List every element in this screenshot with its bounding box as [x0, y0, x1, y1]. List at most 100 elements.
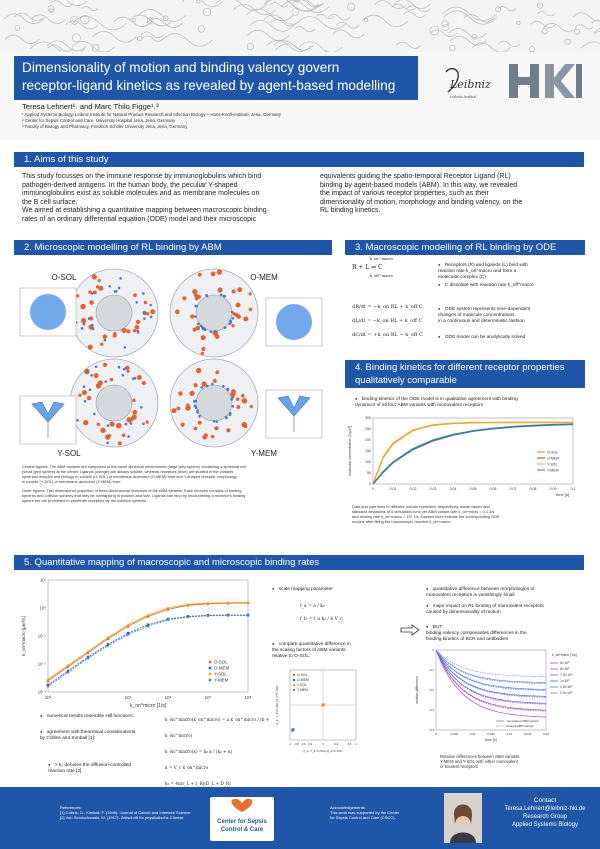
receptor [117, 365, 121, 369]
receptor [231, 396, 235, 399]
pattern-ring [347, 2, 356, 11]
ligand [217, 287, 223, 293]
receptor [195, 304, 199, 308]
footer: References: [1] Collins, G., Kimball, F.… [0, 787, 600, 849]
ligand [109, 421, 115, 427]
receptor-projection [30, 294, 66, 330]
legend-label: bivalent ABM variant [506, 724, 534, 728]
sepsis-logo-text: Center for Sepsis Control & Care [210, 818, 274, 834]
pattern-squiggle [394, 0, 431, 9]
ligand [201, 381, 207, 387]
title-line-2: receptor-ligand kinetics as revealed by … [22, 78, 396, 93]
ligand [92, 290, 97, 295]
receptor [119, 277, 122, 280]
sec4-bullet: binding kinetics of the ODE model is in … [355, 396, 585, 409]
sec5-mid-bullet-1: scale mapping parameter [272, 586, 412, 593]
ligand [190, 314, 195, 319]
ligand [93, 373, 99, 379]
ligand [243, 424, 248, 429]
ligand [243, 316, 249, 322]
pattern-squiggle [3, 13, 44, 25]
pattern-ring [574, 28, 580, 35]
pattern-ring [80, 15, 90, 25]
data-point [226, 613, 230, 618]
ligand [197, 272, 202, 277]
receptor [108, 284, 112, 288]
x-axis-label: (f_a - f_a^O-SOL)/f_a^O-SOL [303, 749, 343, 753]
affiliation-2: ² Center for Sepsis Control and Care, Un… [22, 118, 176, 123]
pattern-squiggle [71, 41, 115, 52]
leibniz-logo: Leibniz Leibniz-Institut [440, 62, 495, 102]
ligand [178, 391, 183, 396]
abm-figure: O-SOL O-MEM Y-SOL Y-MEM [19, 268, 323, 458]
receptor [229, 320, 233, 324]
ligand [97, 279, 101, 283]
contact-email[interactable]: Teresa.Lehnert@leibniz-hki.de [504, 806, 586, 812]
receptor [228, 413, 232, 417]
bullet-line: dynamics of all four ABM variants with m… [355, 403, 484, 408]
sec5-left-formulas: k_on^macro(k_on^micro) = a k_on^micro / … [165, 712, 275, 792]
pattern-squiggle [161, 33, 213, 47]
pattern-ring [564, 38, 571, 45]
reaction-rate-bottom: k_off^macro [370, 274, 394, 278]
receptor [200, 325, 204, 329]
pattern-squiggle [448, 28, 487, 39]
pattern-squiggle [146, 18, 183, 28]
aims-line: pathogen-derived antigens. In the human … [22, 181, 238, 189]
ligand [89, 316, 94, 321]
receptor [85, 370, 89, 373]
relative-difference-line [435, 649, 547, 690]
pattern-squiggle [266, 39, 312, 52]
sec3-bullet-2: C dissolate with reaction rate k_off^mac… [438, 282, 588, 289]
legend-label: 8×10³ [560, 667, 570, 671]
relative-difference-line [435, 649, 547, 698]
x-tick-label: 0.09 [550, 487, 557, 491]
receptor [215, 420, 219, 423]
ligand [143, 300, 148, 305]
pattern-squiggle [332, 29, 365, 39]
pattern-ring [495, 6, 502, 13]
receptor [129, 422, 133, 425]
bullet-line: by Collins and Kimball [1]: [40, 736, 96, 741]
receptor [87, 317, 91, 320]
legend-title: k_on^micro [1/s] [552, 653, 577, 657]
data-point [86, 649, 90, 653]
ligand [215, 370, 220, 375]
data-point [66, 663, 70, 667]
pattern-squiggle [537, 11, 556, 17]
bullet-line: caused by dimensionality of motion [426, 610, 501, 615]
receptor [209, 330, 213, 334]
sec5-left-bullet-1: numerical results resemble Hill function… [40, 713, 170, 720]
reaction-equation: R + L ⇌ C [352, 264, 383, 271]
aims-line: the B cell surface. [22, 198, 78, 206]
ligand [81, 390, 87, 396]
receptor [200, 386, 203, 389]
y-tick-label: 10⁻³ [38, 690, 47, 695]
pattern-ring [197, 25, 205, 33]
x-tick-label: 0.015 [487, 732, 495, 736]
y-tick-label: 10¹ [40, 578, 47, 583]
y-tick-label: 10⁻¹ [38, 634, 47, 639]
receptor [103, 338, 107, 342]
pattern-squiggle [263, 14, 302, 25]
affiliation-3: ³ Faculty of Biology and Pharmacy, Fried… [22, 124, 188, 129]
receptor [206, 384, 209, 388]
receptor [90, 374, 93, 377]
ligand [234, 313, 239, 318]
ligand [210, 271, 216, 277]
leibniz-logo-text: Leibniz [449, 78, 491, 91]
receptor [226, 388, 230, 392]
receptor [131, 377, 135, 380]
label-y-mem: Y-MEM [251, 449, 277, 458]
ligand [102, 334, 108, 339]
caption-line: standard deviations of 5 simulation runs… [352, 509, 495, 514]
sec5-left-note: > k₂ denotes the diffusion-controlled re… [48, 762, 178, 775]
receptor [90, 323, 94, 327]
ligand [121, 433, 126, 437]
ligand [235, 302, 241, 308]
receptor [104, 380, 108, 383]
ligand [116, 422, 122, 429]
author-photo [444, 793, 482, 843]
ligand [241, 393, 245, 398]
bullet-line: changes of molecule concentrations [438, 313, 515, 318]
